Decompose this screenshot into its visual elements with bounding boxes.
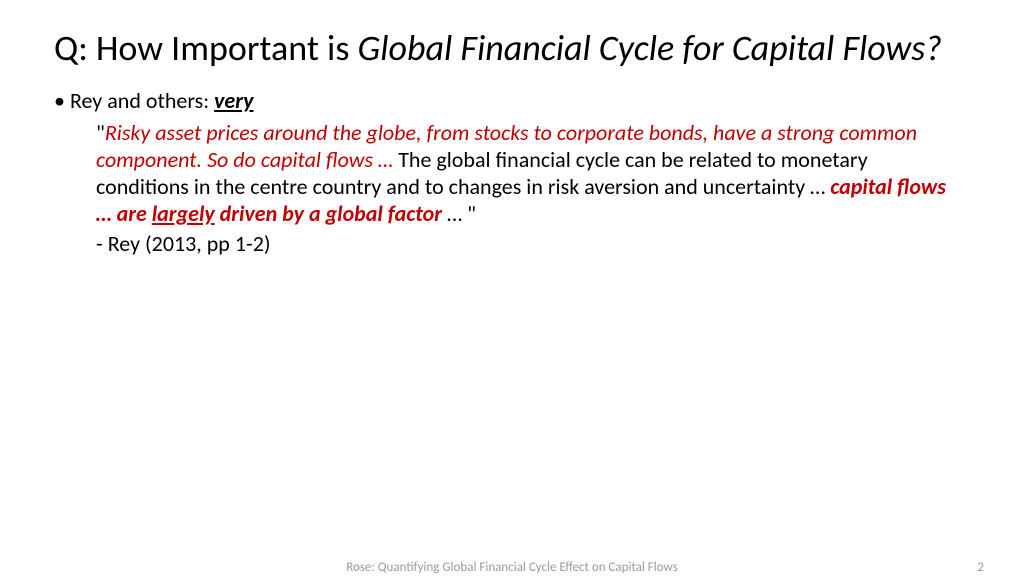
quote-open: " — [96, 119, 105, 146]
bullet-emphasis: very — [214, 87, 253, 114]
bullet-lead: Rey and others: — [70, 87, 214, 114]
quote-block: "Risky asset prices around the globe, fr… — [96, 120, 960, 227]
quote-part4: … " — [442, 200, 476, 227]
quote-part3b: largely — [152, 200, 215, 227]
title-prefix: Q: How Important is — [54, 26, 358, 70]
citation: - Rey (2013, pp 1-2) — [96, 230, 970, 257]
quote-part3c: driven by a global factor — [215, 200, 442, 227]
footer-center: Rose: Quantifying Global Financial Cycle… — [346, 560, 678, 575]
slide-content: Q: How Important is Global Financial Cyc… — [0, 0, 1024, 257]
slide-title: Q: How Important is Global Financial Cyc… — [54, 28, 970, 69]
bullet-item: Rey and others: very — [68, 87, 970, 114]
title-italic: Global Financial Cycle for Capital Flows… — [358, 26, 942, 70]
page-number: 2 — [977, 560, 984, 575]
